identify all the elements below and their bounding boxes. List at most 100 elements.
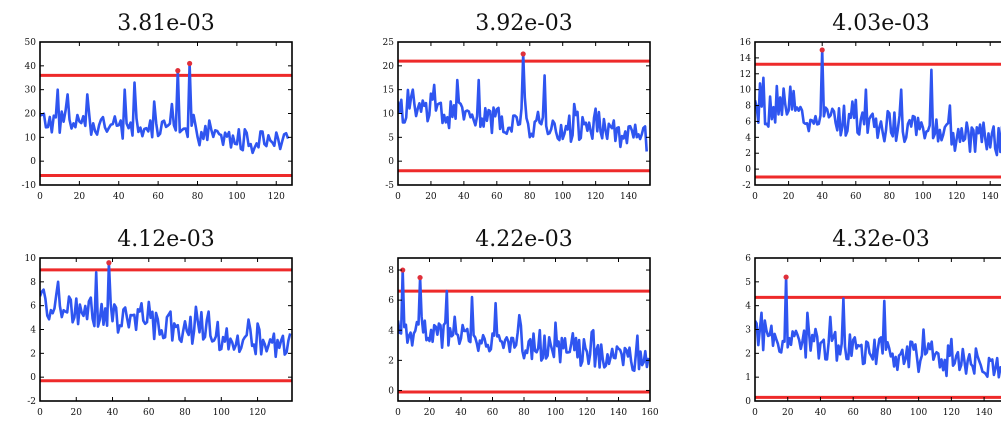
x-tick-label: 40 — [816, 192, 828, 202]
y-tick-label: 10 — [383, 110, 395, 120]
x-tick-label: 0 — [752, 192, 758, 202]
x-tick-label: 100 — [228, 192, 245, 202]
y-tick-label: 20 — [383, 62, 395, 72]
x-tick-label: 40 — [107, 408, 119, 418]
series-line — [398, 52, 648, 152]
outlier-point — [175, 68, 181, 74]
y-tick-label: 0 — [30, 373, 36, 383]
x-tick-label: 140 — [982, 192, 999, 202]
x-tick-label: 120 — [587, 192, 604, 202]
x-tick-label: 0 — [395, 192, 401, 202]
outlier-point — [417, 274, 423, 281]
x-tick-label: 80 — [880, 408, 892, 418]
series-line — [40, 62, 290, 155]
y-tick-label: 30 — [25, 86, 37, 96]
plot-area — [40, 260, 292, 383]
plot-area — [755, 274, 1001, 399]
x-tick-label: 80 — [884, 192, 896, 202]
y-tick-label: 6 — [745, 254, 751, 264]
y-tick-label: 8 — [30, 278, 36, 288]
x-tick-label: 120 — [578, 408, 595, 418]
x-tick-label: 40 — [815, 408, 827, 418]
y-tick-label: 20 — [25, 110, 37, 120]
y-tick-label: 12 — [740, 70, 751, 80]
y-tick-label: 0 — [388, 157, 394, 167]
x-tick-label: 120 — [268, 192, 285, 202]
y-tick-label: 6 — [30, 302, 36, 312]
axes-frame — [754, 41, 1001, 186]
y-tick-label: 2 — [745, 349, 751, 359]
x-tick-label: 140 — [975, 408, 992, 418]
y-tick-label: 0 — [388, 386, 394, 396]
y-tick-label: 40 — [25, 62, 37, 72]
chart-title: 4.03e-03 — [832, 11, 929, 36]
x-tick-label: 100 — [554, 192, 571, 202]
y-tick-label: 6 — [388, 296, 394, 306]
x-tick-label: 0 — [395, 408, 401, 418]
x-tick-label: 0 — [37, 408, 43, 418]
y-tick-label: 4 — [745, 133, 751, 143]
chart-panel: 4.03e-030 20 40 60 80 100 120 140-2024681012141… — [740, 11, 1001, 202]
x-tick-label: 40 — [458, 192, 470, 202]
plot-area — [398, 51, 650, 173]
x-tick-label: 20 — [71, 408, 83, 418]
y-tick-label: -10 — [22, 181, 37, 191]
y-tick-label: -2 — [742, 181, 751, 191]
y-tick-label: 14 — [740, 54, 752, 64]
plot-area — [755, 47, 1001, 179]
y-tick-label: 8 — [388, 266, 394, 276]
x-tick-label: 100 — [547, 408, 564, 418]
y-tick-label: 10 — [25, 133, 37, 143]
x-tick-label: 60 — [850, 192, 862, 202]
outlier-point — [520, 51, 526, 57]
y-tick-label: 2 — [30, 349, 36, 359]
y-tick-label: 2 — [388, 356, 394, 366]
outlier-point — [187, 60, 193, 67]
y-tick-label: 4 — [30, 326, 36, 336]
y-tick-label: 8 — [745, 102, 751, 112]
x-tick-label: 120 — [943, 408, 960, 418]
y-tick-label: 15 — [383, 86, 395, 96]
x-tick-label: 20 — [74, 192, 86, 202]
x-tick-label: 60 — [847, 408, 859, 418]
x-tick-label: 80 — [179, 408, 191, 418]
chart-panel: 4.22e-03 0 20 40 60 80 100 120 140 160 0 2 4 6 8 — [388, 227, 659, 418]
axes-frame — [754, 257, 1001, 402]
x-tick-label: 120 — [249, 408, 266, 418]
y-tick-label: 16 — [740, 38, 752, 48]
x-tick-label: 160 — [641, 408, 658, 418]
y-tick-label: 5 — [745, 278, 751, 288]
chart-title: 4.12e-03 — [117, 227, 214, 252]
x-tick-label: 60 — [487, 408, 499, 418]
x-tick-label: 80 — [518, 408, 530, 418]
plot-area — [398, 267, 650, 394]
y-tick-label: 4 — [388, 326, 394, 336]
x-tick-label: 60 — [491, 192, 503, 202]
x-tick-label: 20 — [782, 408, 794, 418]
y-tick-label: -5 — [385, 181, 394, 191]
y-tick-label: 4 — [745, 302, 751, 312]
series-line — [398, 268, 650, 372]
axes-frame — [39, 41, 293, 186]
series-line — [40, 261, 292, 359]
series-line — [755, 275, 1001, 379]
x-tick-label: 20 — [783, 192, 795, 202]
y-tick-label: 0 — [30, 157, 36, 167]
x-tick-label: 40 — [113, 192, 125, 202]
plot-area — [40, 60, 292, 177]
x-tick-label: 100 — [910, 408, 927, 418]
series-line — [755, 48, 1001, 157]
chart-title: 4.22e-03 — [475, 227, 572, 252]
outlier-point — [106, 260, 112, 266]
chart-panel: 4.32e-03 0 20 40 60 80 100 120 140 0 1 2 3 4 5 6 — [745, 227, 1001, 418]
x-tick-label: 120 — [948, 192, 965, 202]
x-tick-label: 100 — [213, 408, 230, 418]
x-tick-label: 40 — [455, 408, 467, 418]
x-tick-label: 0 — [37, 192, 43, 202]
x-tick-label: 20 — [424, 408, 436, 418]
y-tick-label: 10 — [25, 254, 37, 264]
